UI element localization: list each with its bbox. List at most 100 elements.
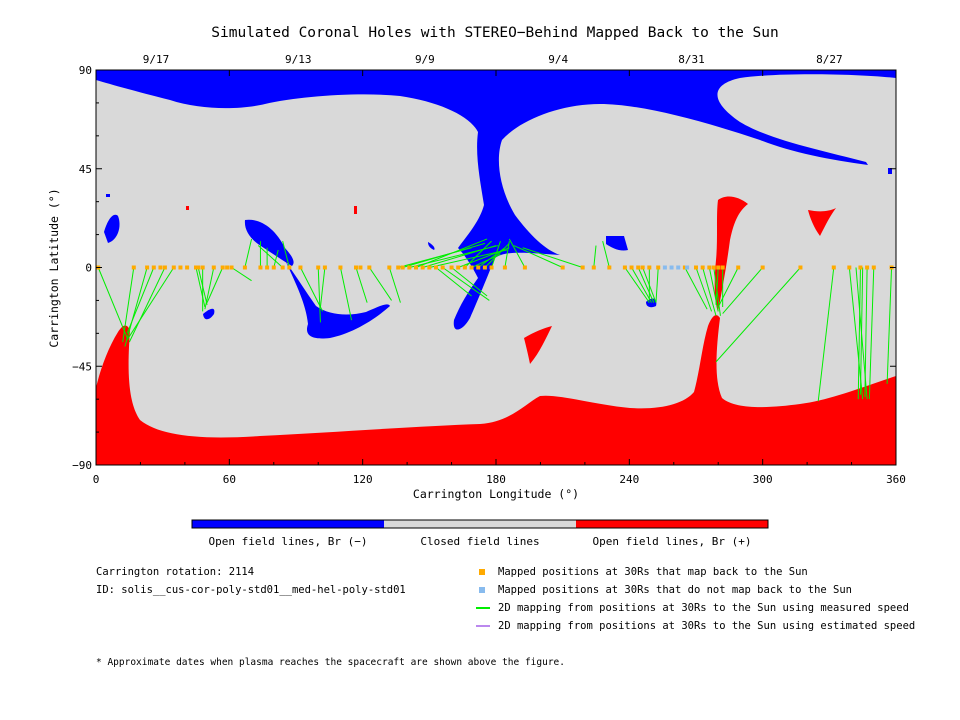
top-date-label: 9/4 (548, 53, 568, 66)
mapped-point (414, 265, 418, 270)
mapped-point (682, 265, 687, 270)
mapped-point (265, 265, 270, 270)
mapping-line (722, 267, 764, 314)
mapped-point (151, 265, 156, 270)
mapped-point (736, 265, 741, 270)
mapping-line (717, 267, 739, 308)
mapped-point (502, 265, 507, 270)
colorbar-label-negative: Open field lines, Br (−) (209, 535, 368, 548)
mapping-line (637, 267, 655, 303)
red-plume-2 (808, 208, 836, 236)
red-spot-1 (354, 206, 357, 214)
mapping-line (508, 238, 526, 268)
mapping-line (204, 267, 215, 310)
colorbar-positive (576, 520, 768, 528)
mapping-line (97, 267, 128, 338)
mapping-line (513, 245, 563, 268)
mapped-point (185, 265, 190, 270)
mapping-line (126, 267, 155, 334)
colorbar-label-closed: Closed field lines (420, 535, 539, 548)
unmapped-point (662, 265, 667, 270)
small-hole-4 (203, 308, 215, 320)
mapping-line (655, 267, 659, 303)
mapping-line (206, 267, 224, 303)
mapped-point (656, 265, 661, 270)
mapping-line (195, 267, 206, 308)
mapped-point (171, 265, 176, 270)
unmapped-point (685, 265, 690, 270)
mapped-point (196, 265, 201, 270)
mapped-points (96, 265, 894, 270)
mapping-line (631, 267, 652, 303)
mapping-line (402, 242, 486, 268)
mapped-point (858, 265, 863, 270)
x-tick-label: 120 (353, 473, 373, 486)
colorbar-frame (191, 519, 769, 529)
mapping-line (282, 241, 290, 268)
y-axis-label: Carrington Latitude (°) (47, 188, 61, 347)
mapping-line (624, 267, 650, 303)
top-date-label: 9/13 (285, 53, 312, 66)
mapping-line (435, 267, 472, 297)
mapping-line (388, 267, 401, 303)
mapped-point (640, 265, 645, 270)
mapping-line (126, 267, 175, 341)
mapped-point (145, 265, 150, 270)
mapped-point (258, 265, 263, 270)
mapping-line (231, 267, 252, 282)
mapped-point (871, 265, 876, 270)
mapping-line (368, 267, 392, 301)
x-tick-label: 0 (93, 473, 100, 486)
mapped-point (407, 265, 412, 270)
small-hole-8 (888, 168, 892, 174)
mapped-point (354, 265, 358, 270)
mapped-point (720, 265, 725, 270)
mapping-line (124, 267, 148, 347)
mapped-point (280, 265, 285, 270)
top-date-label: 8/27 (816, 53, 843, 66)
mapped-point (580, 265, 585, 270)
mapped-point (338, 265, 343, 270)
south-polar-hole (96, 315, 896, 465)
unmapped-point (669, 265, 674, 270)
mapped-point (358, 265, 363, 270)
legend-unmapped-label: Mapped positions at 30Rs that do not map… (498, 584, 853, 596)
chart-title: Simulated Coronal Holes with STEREO−Behi… (211, 25, 778, 41)
colorbar-label-positive: Open field lines, Br (+) (593, 535, 752, 548)
mapping-line (715, 267, 801, 363)
mapping-line (244, 238, 253, 268)
mapping-line (128, 267, 166, 343)
mapped-point (298, 265, 303, 270)
mapping-line (317, 267, 321, 323)
mapping-line (464, 240, 492, 268)
mapped-point (178, 265, 183, 270)
mapping-line (257, 245, 284, 268)
mapped-point (469, 265, 474, 270)
mapped-point (865, 265, 870, 270)
mapped-point (489, 265, 494, 270)
mapped-point (798, 265, 803, 270)
mapping-line (695, 267, 713, 312)
mapping-line (415, 238, 488, 268)
mapping-line (817, 267, 835, 402)
mapped-point (211, 265, 216, 270)
mapping-line (491, 241, 501, 268)
plot-area (95, 69, 897, 466)
mapping-line (868, 267, 875, 400)
colorbar-negative (192, 520, 384, 528)
footnote: * Approximate dates when plasma reaches … (96, 657, 565, 668)
mapping-line (429, 249, 508, 268)
mapping-line (355, 267, 368, 303)
mapped-point (522, 265, 527, 270)
mapping-line (715, 267, 719, 305)
mapped-point (440, 265, 445, 270)
mapped-point (287, 265, 292, 270)
mapped-point (707, 265, 712, 270)
colorbar: Open field lines, Br (−) Closed field li… (191, 519, 769, 548)
mapped-point (760, 265, 765, 270)
mapped-point (322, 265, 327, 270)
legend-mapped-swatch (479, 569, 485, 575)
mapping-line (484, 243, 510, 268)
mapped-point (482, 265, 487, 270)
